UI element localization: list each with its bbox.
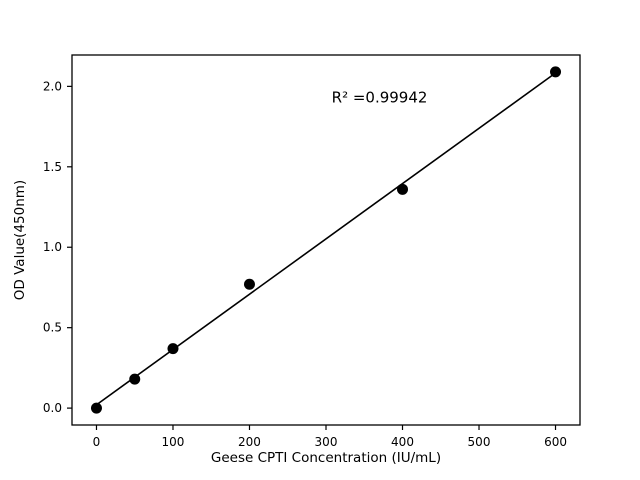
data-point [90, 402, 102, 414]
x-tick-label: 100 [162, 435, 185, 449]
x-tick-label: 600 [544, 435, 567, 449]
data-point [550, 66, 562, 78]
plot-border [71, 54, 581, 426]
x-tick-label: 200 [238, 435, 261, 449]
x-tick-label: 500 [468, 435, 491, 449]
y-tick-label: 0.0 [43, 401, 62, 415]
x-tick-label: 400 [391, 435, 414, 449]
data-point [129, 373, 141, 385]
y-tick-label: 0.5 [43, 321, 62, 335]
data-point [243, 278, 255, 290]
data-point [167, 343, 179, 355]
x-tick-label: 0 [93, 435, 101, 449]
y-tick-label: 2.0 [43, 79, 62, 93]
x-axis-label: Geese CPTI Concentration (IU/mL) [211, 450, 441, 466]
y-tick-label: 1.0 [43, 240, 62, 254]
y-axis-label: OD Value(450nm) [12, 180, 28, 300]
x-tick-label: 300 [315, 435, 338, 449]
r-squared-annotation: R² =0.99942 [332, 88, 428, 106]
data-point [397, 183, 409, 195]
y-tick-label: 1.5 [43, 160, 62, 174]
